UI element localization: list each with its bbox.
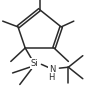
Text: H: H (48, 73, 54, 82)
Text: Si: Si (30, 59, 38, 68)
Text: N: N (49, 65, 55, 74)
